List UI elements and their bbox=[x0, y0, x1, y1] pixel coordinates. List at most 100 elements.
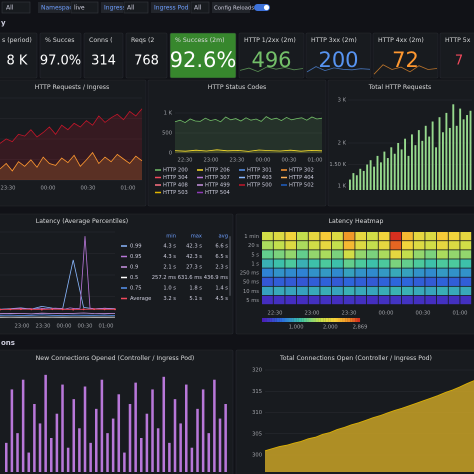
bar bbox=[111, 418, 115, 472]
y-tick-label: 315 bbox=[252, 389, 262, 395]
color-scale bbox=[315, 318, 319, 322]
panel-title: Latency Heatmap bbox=[329, 218, 384, 225]
legend-label[interactable]: 0.99 bbox=[130, 244, 142, 250]
color-scale bbox=[308, 318, 312, 322]
heatmap-cell bbox=[332, 232, 343, 241]
color-scale bbox=[306, 318, 309, 322]
bar bbox=[207, 433, 211, 472]
heatmap-cell bbox=[297, 241, 308, 250]
line bbox=[264, 380, 474, 452]
bar bbox=[366, 164, 369, 190]
stat-value: 7 bbox=[455, 54, 463, 69]
dropdown[interactable] bbox=[123, 1, 149, 14]
heatmap-cell bbox=[285, 259, 297, 268]
legend-label[interactable]: HTTP 502 bbox=[289, 183, 314, 189]
heatmap-cell bbox=[460, 232, 472, 241]
bar bbox=[386, 158, 389, 190]
toggle-label: Config Reloads bbox=[214, 6, 254, 12]
heatmap-cell bbox=[297, 232, 308, 241]
dropdown[interactable] bbox=[190, 1, 210, 14]
color-scale bbox=[281, 318, 285, 322]
heatmap-cell bbox=[460, 268, 472, 277]
legend-label[interactable]: HTTP 301 bbox=[247, 168, 272, 174]
line bbox=[174, 149, 323, 152]
heatmap-cell bbox=[273, 259, 285, 268]
heatmap-cell bbox=[273, 286, 285, 296]
bar bbox=[442, 132, 444, 190]
legend-label[interactable]: HTTP 206 bbox=[205, 168, 230, 174]
point bbox=[114, 308, 116, 311]
heatmap-cell bbox=[390, 295, 402, 305]
heatmap-cell bbox=[437, 268, 448, 277]
heatmap-cell bbox=[262, 232, 273, 241]
y-tick-label: 1 K bbox=[338, 184, 347, 190]
legend-label[interactable]: HTTP 408 bbox=[163, 183, 188, 189]
color-scale bbox=[333, 318, 336, 322]
bar bbox=[459, 108, 462, 190]
dropdown[interactable] bbox=[70, 1, 99, 14]
x-tick-label: 23:00 bbox=[204, 158, 219, 164]
heatmap-cell bbox=[390, 232, 402, 241]
heatmap-cell bbox=[262, 277, 273, 286]
bar bbox=[435, 147, 438, 190]
bar bbox=[431, 121, 434, 190]
heatmap-cell bbox=[355, 268, 367, 277]
color-scale bbox=[279, 318, 282, 322]
bar bbox=[95, 408, 98, 472]
legend-label[interactable]: HTTP 499 bbox=[205, 183, 230, 189]
sparkline bbox=[373, 64, 438, 75]
legend-label[interactable]: HTTP 404 bbox=[289, 175, 315, 181]
point bbox=[9, 308, 12, 311]
legend-stat: 4.3 s bbox=[163, 244, 176, 250]
heatmap-cell bbox=[402, 241, 413, 250]
legend-label[interactable]: 0.95 bbox=[130, 254, 142, 260]
bar bbox=[117, 394, 121, 472]
heatmap-cell bbox=[425, 241, 437, 250]
legend-label[interactable]: HTTP 200 bbox=[163, 168, 188, 174]
panel bbox=[169, 32, 237, 79]
color-scale bbox=[342, 318, 346, 322]
bar bbox=[55, 413, 59, 472]
legend-label[interactable]: 0.75 bbox=[130, 286, 142, 292]
legend-label[interactable]: HTTP 304 bbox=[163, 175, 189, 181]
panel-title: Latency (Average Percentiles) bbox=[36, 218, 128, 225]
color-scale bbox=[274, 318, 277, 322]
legend-label[interactable]: 0.9 bbox=[130, 265, 138, 271]
legend-label[interactable]: Average bbox=[130, 296, 151, 302]
legend-label[interactable]: HTTP 307 bbox=[205, 175, 230, 181]
sparkline bbox=[239, 66, 304, 73]
heatmap-cell bbox=[297, 259, 308, 268]
legend-stat: 42.3 s bbox=[186, 244, 202, 250]
filter-label: Ingress bbox=[104, 5, 126, 12]
legend-header: avg bbox=[218, 234, 228, 240]
y-tick-label: 1 K bbox=[164, 111, 173, 117]
heatmap-cell bbox=[437, 259, 448, 268]
bar bbox=[151, 389, 154, 472]
heatmap-cell bbox=[297, 250, 308, 259]
bar bbox=[27, 452, 31, 472]
line bbox=[174, 116, 323, 124]
row-title: ons bbox=[1, 339, 15, 347]
heatmap-cell bbox=[367, 259, 378, 268]
x-tick-label: 23:30 bbox=[342, 311, 357, 317]
legend-label[interactable]: 0.5 bbox=[130, 275, 138, 281]
dropdown[interactable] bbox=[1, 1, 31, 14]
legend-label[interactable]: HTTP 403 bbox=[247, 175, 272, 181]
legend-label[interactable]: HTTP 302 bbox=[289, 168, 314, 174]
heatmap-cell bbox=[402, 259, 413, 268]
bar bbox=[466, 115, 469, 190]
bar bbox=[16, 433, 19, 472]
y-tick-label: 5 s bbox=[251, 252, 259, 258]
legend-stat: 1.8 s bbox=[189, 286, 202, 292]
legend-label[interactable]: HTTP 503 bbox=[163, 190, 188, 196]
heatmap-cell bbox=[355, 241, 367, 250]
legend-label[interactable]: HTTP 500 bbox=[247, 183, 272, 189]
panel bbox=[305, 32, 372, 79]
bar bbox=[134, 382, 137, 472]
x-tick-label: 23:00 bbox=[305, 311, 320, 317]
heatmap-cell bbox=[425, 232, 437, 241]
bar bbox=[185, 384, 188, 472]
bar bbox=[417, 130, 420, 190]
legend-label[interactable]: HTTP 504 bbox=[205, 190, 231, 196]
